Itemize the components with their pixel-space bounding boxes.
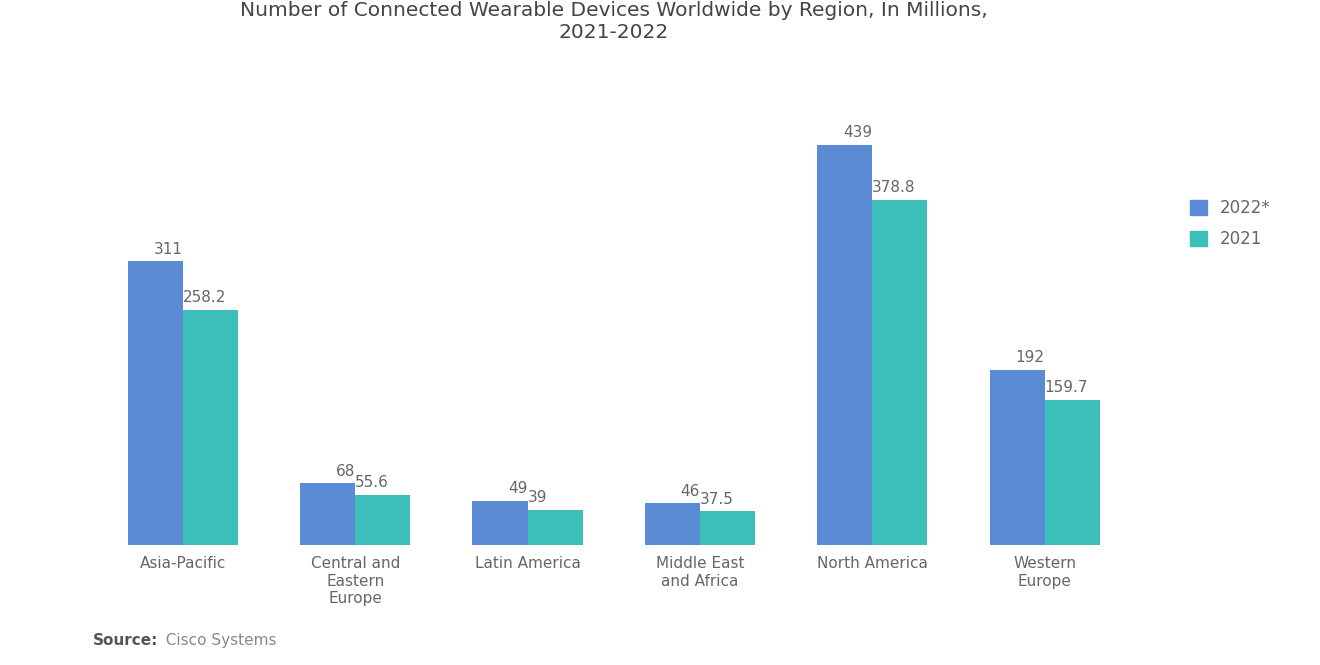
Text: Source:: Source: — [92, 633, 158, 648]
Text: 159.7: 159.7 — [1044, 380, 1088, 395]
Text: 49: 49 — [508, 481, 528, 496]
Text: 311: 311 — [154, 242, 183, 257]
Bar — [645, 503, 700, 545]
Bar — [355, 495, 411, 545]
Text: Cisco Systems: Cisco Systems — [156, 633, 276, 648]
Text: 258.2: 258.2 — [183, 290, 226, 305]
Text: 55.6: 55.6 — [355, 475, 389, 490]
Bar — [128, 261, 183, 545]
Text: 68: 68 — [335, 464, 355, 479]
Bar — [300, 483, 355, 545]
Bar — [990, 370, 1044, 545]
Legend: 2022*, 2021: 2022*, 2021 — [1181, 191, 1279, 257]
Bar — [528, 509, 582, 545]
Bar — [473, 501, 528, 545]
Text: 37.5: 37.5 — [700, 491, 734, 507]
Title: Number of Connected Wearable Devices Worldwide by Region, In Millions,
2021-2022: Number of Connected Wearable Devices Wor… — [240, 1, 987, 42]
Text: 439: 439 — [843, 125, 873, 140]
Text: 378.8: 378.8 — [873, 180, 916, 195]
Text: 192: 192 — [1015, 350, 1044, 366]
Bar — [700, 511, 755, 545]
Bar — [183, 310, 238, 545]
Bar — [817, 144, 873, 545]
Bar — [1044, 400, 1100, 545]
Text: 46: 46 — [681, 483, 700, 499]
Text: 39: 39 — [528, 490, 546, 505]
Bar — [873, 200, 928, 545]
